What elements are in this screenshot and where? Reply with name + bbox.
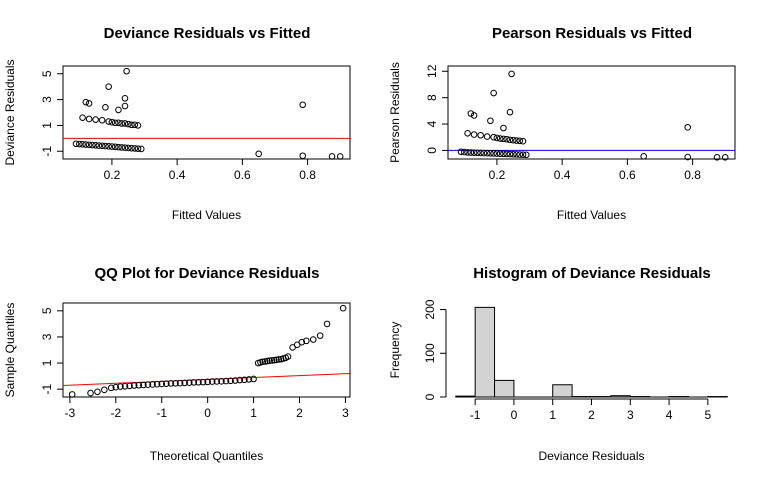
panel-p4: Histogram of Deviance Residuals Deviance … xyxy=(388,265,727,463)
x-tick-label: 0.4 xyxy=(169,168,186,182)
data-point xyxy=(491,90,497,96)
x-tick-label: 2 xyxy=(296,406,303,420)
y-tick-label: 200 xyxy=(423,299,437,319)
y-tick-label: 0 xyxy=(423,393,437,400)
plot-title: Deviance Residuals vs Fitted xyxy=(104,25,311,42)
data-point xyxy=(83,99,89,105)
histogram-bar xyxy=(456,396,475,397)
y-tick-label: 5 xyxy=(40,307,54,314)
data-point xyxy=(124,68,130,74)
data-point xyxy=(507,109,513,115)
y-tick-label: -1 xyxy=(40,146,54,157)
panel-p2: Pearson Residuals vs Fitted Fitted Values… xyxy=(388,25,735,222)
plot-title: Histogram of Deviance Residuals xyxy=(473,265,711,282)
y-tick-label: 5 xyxy=(40,70,54,77)
plot-frame xyxy=(63,303,350,397)
data-point xyxy=(471,132,477,138)
x-tick-label: 0.8 xyxy=(684,168,701,182)
x-tick-label: 2 xyxy=(588,408,595,422)
x-tick-label: 5 xyxy=(705,408,712,422)
x-tick-label: 0 xyxy=(511,408,518,422)
x-tick-label: 3 xyxy=(342,406,349,420)
x-tick-label: 0.2 xyxy=(489,168,506,182)
y-tick-label: 3 xyxy=(40,333,54,340)
data-point xyxy=(103,105,109,111)
x-tick-label: 0.2 xyxy=(104,168,121,182)
data-point xyxy=(317,333,323,339)
data-point xyxy=(86,101,92,107)
histogram-bar xyxy=(611,396,630,397)
plot-frame xyxy=(448,66,735,159)
x-axis-label: Fitted Values xyxy=(172,208,241,222)
data-point xyxy=(106,84,112,90)
data-point xyxy=(122,103,128,109)
data-point xyxy=(95,389,101,395)
y-tick-label: 12 xyxy=(425,64,439,78)
data-point xyxy=(99,117,105,123)
data-point xyxy=(484,134,490,140)
data-point xyxy=(88,390,94,396)
y-tick-label: 8 xyxy=(425,94,439,101)
data-point xyxy=(256,151,262,157)
data-point xyxy=(69,392,75,398)
data-point xyxy=(324,321,330,327)
x-tick-label: 0 xyxy=(204,406,211,420)
data-point xyxy=(465,130,471,136)
x-tick-label: 1 xyxy=(250,406,257,420)
x-tick-label: 0.6 xyxy=(234,168,251,182)
x-axis-label: Deviance Residuals xyxy=(538,449,644,463)
histogram-bar xyxy=(495,380,514,397)
x-tick-label: 0.8 xyxy=(299,168,316,182)
plot-title: Pearson Residuals vs Fitted xyxy=(492,25,692,42)
data-point xyxy=(80,115,86,121)
data-point xyxy=(685,125,691,131)
x-tick-label: -2 xyxy=(110,406,121,420)
x-axis-label: Fitted Values xyxy=(557,208,626,222)
data-point xyxy=(337,154,343,160)
y-axis-label: Deviance Residuals xyxy=(3,59,17,165)
x-axis-label: Theoretical Quantiles xyxy=(150,449,263,463)
data-point xyxy=(340,305,346,311)
y-axis-label: Frequency xyxy=(388,322,402,379)
y-tick-label: 1 xyxy=(40,122,54,129)
x-tick-label: -1 xyxy=(470,408,481,422)
panel-p1: Deviance Residuals vs Fitted Fitted Value… xyxy=(3,25,350,222)
data-point xyxy=(102,387,108,393)
data-point xyxy=(501,125,507,131)
plot-title: QQ Plot for Deviance Residuals xyxy=(94,265,319,282)
histogram-bar xyxy=(475,307,494,397)
data-point xyxy=(488,118,494,124)
data-point xyxy=(300,102,306,108)
histogram-bar xyxy=(553,385,572,397)
data-point xyxy=(93,117,99,123)
data-point xyxy=(641,154,647,160)
x-tick-label: -3 xyxy=(65,406,76,420)
data-point xyxy=(86,116,92,122)
y-tick-label: -1 xyxy=(40,384,54,395)
x-tick-label: -1 xyxy=(156,406,167,420)
y-tick-label: 0 xyxy=(425,147,439,154)
panel-p3: QQ Plot for Deviance Residuals Theoretica… xyxy=(3,265,350,463)
x-tick-label: 1 xyxy=(549,408,556,422)
data-point xyxy=(310,337,316,343)
x-tick-label: 0.6 xyxy=(619,168,636,182)
x-tick-label: 4 xyxy=(666,408,673,422)
y-tick-label: 3 xyxy=(40,96,54,103)
data-point xyxy=(300,153,306,159)
x-tick-label: 0.4 xyxy=(554,168,571,182)
x-tick-label: 3 xyxy=(627,408,634,422)
y-tick-label: 1 xyxy=(40,359,54,366)
data-point xyxy=(116,107,122,113)
data-point xyxy=(478,132,484,138)
y-tick-label: 100 xyxy=(423,343,437,363)
data-point xyxy=(122,95,128,101)
y-tick-label: 4 xyxy=(425,120,439,127)
data-point xyxy=(135,123,141,129)
data-point xyxy=(509,71,515,77)
data-point xyxy=(329,154,335,160)
y-axis-label: Sample Quantiles xyxy=(3,303,17,398)
y-axis-label: Pearson Residuals xyxy=(388,62,402,163)
